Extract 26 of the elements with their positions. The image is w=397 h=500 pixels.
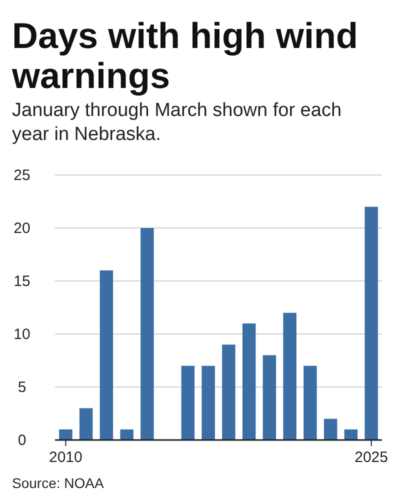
y-tick-label: 25 bbox=[14, 167, 30, 184]
y-tick-label: 15 bbox=[14, 273, 30, 290]
source-note: Source: NOAA bbox=[12, 475, 104, 491]
y-tick-label: 0 bbox=[18, 432, 26, 449]
y-tick-label: 5 bbox=[18, 379, 26, 396]
y-tick-label: 20 bbox=[14, 220, 30, 237]
bar bbox=[79, 408, 93, 440]
bar bbox=[222, 344, 236, 440]
bar bbox=[364, 206, 378, 440]
bar bbox=[324, 418, 338, 440]
bar bbox=[262, 355, 276, 440]
bar bbox=[120, 429, 134, 440]
bar bbox=[344, 429, 358, 440]
y-tick-label: 10 bbox=[14, 326, 30, 343]
bar bbox=[59, 429, 72, 440]
bar bbox=[304, 366, 317, 440]
x-tick-label: 2010 bbox=[49, 449, 82, 466]
bar bbox=[140, 228, 154, 440]
chart-title: Days with high wind warnings bbox=[11, 15, 358, 96]
bar bbox=[100, 270, 114, 440]
bar bbox=[202, 366, 215, 440]
chart-subtitle: January through March shown for each year in Nebraska. bbox=[12, 100, 342, 145]
bar bbox=[283, 312, 296, 440]
x-tick-label: 2025 bbox=[354, 449, 388, 466]
bar bbox=[181, 366, 195, 440]
bar bbox=[242, 323, 256, 440]
